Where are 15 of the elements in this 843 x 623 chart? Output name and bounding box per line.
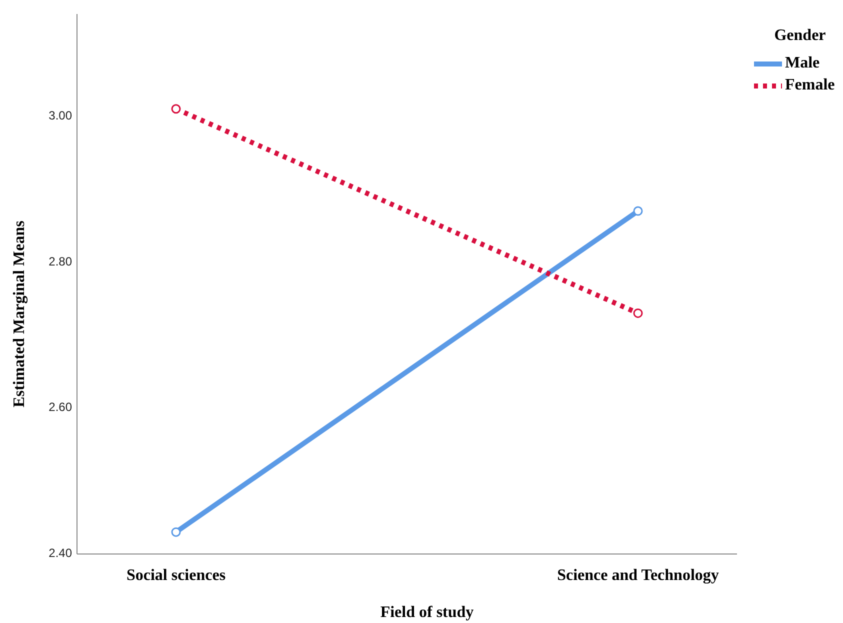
y-tick-label: 2.40	[48, 546, 72, 560]
y-tick-label: 3.00	[48, 108, 72, 122]
y-tick-label: 2.60	[48, 400, 72, 414]
point	[171, 527, 181, 537]
legend-label: Female	[785, 76, 835, 94]
y-tick-label: 2.80	[48, 254, 72, 268]
y-axis-title: Estimated Marginal Means	[11, 220, 28, 408]
point	[633, 308, 643, 318]
x-tick-label: Science and Technology	[557, 567, 719, 584]
x-axis-title: Field of study	[380, 604, 474, 621]
x-tick-label: Social sciences	[126, 567, 226, 584]
legend-label: Male	[785, 54, 820, 72]
legend-title: Gender	[774, 27, 826, 44]
point	[633, 206, 643, 216]
point	[171, 104, 181, 114]
